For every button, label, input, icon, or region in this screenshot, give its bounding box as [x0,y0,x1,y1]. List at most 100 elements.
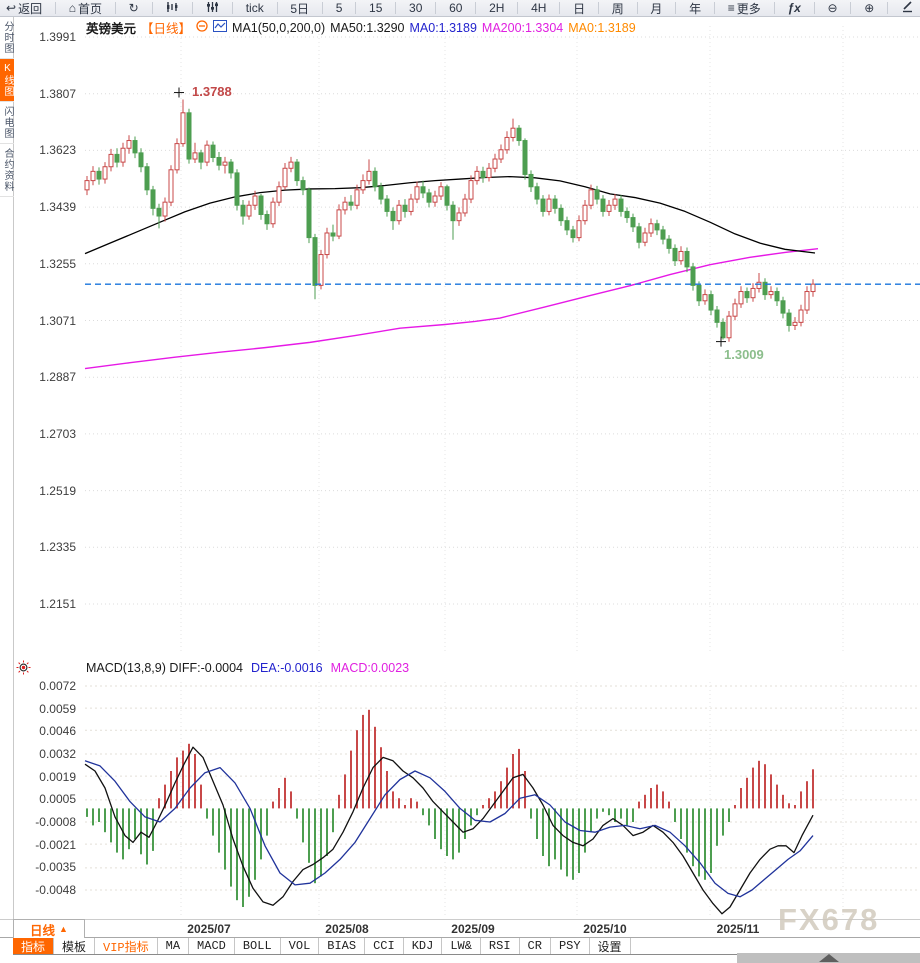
indicator-tab-PSY[interactable]: PSY [551,938,590,954]
sidebar-item-分时图[interactable]: 分时图 [0,17,14,59]
indicator-tab-KDJ[interactable]: KDJ [404,938,443,954]
y-axis-label: 1.3807 [39,86,76,101]
toolbar-separator [321,2,323,14]
toolbar-item-indicator-sliders[interactable] [206,0,219,16]
toolbar-separator [675,2,677,14]
toolbar-item-more[interactable]: ≡ 更多 [728,0,761,16]
collapse-icon[interactable] [196,20,208,35]
indicator-tab-RSI[interactable]: RSI [481,938,520,954]
indicator-tab-CCI[interactable]: CCI [365,938,404,954]
toolbar-item-zoom-out[interactable]: ⊖ [827,0,837,16]
toolbar-separator [192,2,194,14]
toolbar-item-min5[interactable]: 5 [336,0,343,16]
toolbar-item-label: 周 [611,1,624,16]
toolbar-item-hour2[interactable]: 2H [489,0,504,16]
toolbar-item-label: 月 [650,1,663,16]
indicator-tab-VOL[interactable]: VOL [281,938,320,954]
home-icon: ⌂ [68,1,76,15]
indicator-settings-sun-icon[interactable] [16,660,31,680]
ma0-blue-value: MA0:1.3189 [409,20,477,35]
low-price-annotation: 1.3009 [724,346,764,362]
toolbar-item-5day[interactable]: 5日 [290,0,309,16]
indicator-tab-BIAS[interactable]: BIAS [319,938,366,954]
y-axis-label: 1.3623 [39,143,76,158]
sidebar-item-闪电图[interactable]: 闪电图 [0,102,14,144]
x-axis-month-label: 2025/11 [716,922,760,936]
toolbar-item-min30[interactable]: 30 [409,0,422,16]
kline-mini-icon [213,20,228,35]
toolbar-item-label: 更多 [736,1,761,16]
indicator-tab-模板[interactable]: 模板 [54,938,96,955]
toolbar-item-formula[interactable]: ƒx [787,0,800,16]
toolbar-separator [151,2,153,14]
indicator-tab-LW&[interactable]: LW& [442,938,481,954]
y-axis-label: 1.3255 [39,256,76,271]
y-axis-label: 1.2519 [39,483,76,498]
kline-icon [165,1,179,16]
toolbar-item-label: 30 [409,1,423,15]
toolbar-separator [54,2,56,14]
toolbar-item-day[interactable]: 日 [573,0,585,16]
macd-params-label: MACD(13,8,9) DIFF:-0.0004 [86,661,244,675]
toolbar-item-year[interactable]: 年 [689,0,701,16]
y-axis-label: 0.0019 [39,769,76,784]
symbol-name: 英镑美元 [86,22,137,36]
macd-value: MACD:0.0023 [330,661,410,675]
toolbar-item-label: 15 [369,1,383,15]
fx-icon: ƒx [787,1,801,15]
indicator-tabs-row: 指标 模板 VIP指标 MA MACD BOLL VOL BIAS CCI KDJ LW& RSI CR… [13,938,920,955]
toolbar-separator [276,2,278,14]
y-axis-label: 1.2703 [39,426,76,441]
indicator-tab-指标[interactable]: 指标 [13,938,55,955]
toolbar-item-week[interactable]: 周 [612,0,624,16]
dea-value: DEA:-0.0016 [251,661,323,675]
y-axis-label: 1.3991 [39,30,76,44]
indicator-tab-BOLL[interactable]: BOLL [235,938,281,954]
toolbar-item-label: 60 [449,1,463,15]
y-axis-label: -0.0048 [35,883,76,897]
x-axis-month-label: 2025/08 [325,922,369,936]
toolbar-separator [231,2,233,14]
toolbar-item-label: tick [245,1,264,15]
toolbar-item-back[interactable]: ↩ 返回 [6,0,42,16]
toolbar-separator [475,2,477,14]
toolbar-separator [850,2,852,14]
toolbar-separator [517,2,519,14]
toolbar-item-min60[interactable]: 60 [449,0,462,16]
toolbar-item-draw[interactable] [901,0,914,16]
x-axis-month-label: 2025/10 [583,922,627,936]
toolbar-item-hour4[interactable]: 4H [531,0,546,16]
toolbar-item-home[interactable]: ⌂ 首页 [69,0,102,16]
indicator-tab-CR[interactable]: CR [520,938,551,954]
y-axis-label: 0.0005 [39,792,76,807]
toolbar-separator [435,2,437,14]
macd-title-bar: MACD(13,8,9) DIFF:-0.0004 DEA:-0.0016 MA… [86,661,409,675]
indicator-tab-MA[interactable]: MA [158,938,190,954]
toolbar-item-month[interactable]: 月 [650,0,662,16]
toolbar-separator [355,2,357,14]
period-tag: 【日线】 [141,22,192,36]
toolbar-separator [114,2,116,14]
toolbar-item-refresh[interactable]: ↻ [129,0,139,16]
y-axis-label: 1.2151 [39,597,76,611]
toolbar-separator [395,2,397,14]
toolbar-item-kline-chart[interactable] [165,0,179,16]
toolbar-item-min15[interactable]: 15 [369,0,382,16]
indicator-tab-VIP指标[interactable]: VIP指标 [95,938,158,955]
toolbar-item-tick[interactable]: tick [246,0,264,16]
toolbar-item-label: 返回 [18,1,43,16]
chart-title-bar: 英镑美元 【日线】 MA1(50,0,200,0) MA50:1.3290 MA… [86,18,636,37]
sidebar-item-合约资料[interactable]: 合约资料 [0,144,14,197]
chevron-up-icon: ▲ [59,924,68,934]
top-toolbar: ↩ 返回 ⌂ 首页 ↻ tick 5日 5 15 30 60 2H 4H 日 周 月 年 ≡ 更多 ƒx ⊖ ⊕ [0,0,920,17]
chart-type-sidebar: 分时图 K线图 闪电图 合约资料 [0,17,14,919]
toolbar-separator [713,2,715,14]
sidebar-item-K线图[interactable]: K线图 [0,59,14,102]
indicator-tab-MACD[interactable]: MACD [189,938,235,954]
ma-settings-label: MA1(50,0,200,0) [232,20,326,35]
bottom-scrollbar[interactable] [737,953,920,963]
period-selector[interactable]: 日线 ▲ [13,919,85,939]
indicator-tab-设置[interactable]: 设置 [590,938,631,955]
toolbar-item-zoom-in[interactable]: ⊕ [864,0,874,16]
